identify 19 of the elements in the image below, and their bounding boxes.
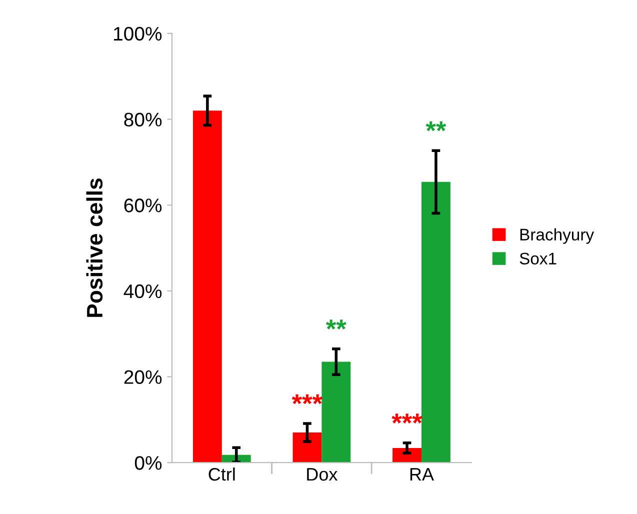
y-tick-label: 80% [124, 112, 162, 126]
x-tick-label: Dox [307, 468, 338, 481]
annotation: ** [326, 320, 346, 330]
y-tick-label: 40% [124, 284, 162, 298]
legend-label: Brachyury [520, 228, 594, 244]
legend-label: Sox1 [520, 252, 556, 264]
y-tick-label: 100% [114, 26, 162, 41]
bar [322, 362, 351, 463]
bar [392, 448, 422, 463]
y-tick-label: 20% [124, 370, 162, 384]
annotation: ** [426, 121, 446, 132]
x-tick-label: RA [410, 468, 434, 481]
y-tick-label: 0% [134, 456, 162, 470]
bar [421, 182, 450, 463]
y-tick-label: 60% [124, 198, 162, 212]
y-axis-title: Positive cells [86, 178, 103, 317]
bar [292, 432, 322, 463]
bar [192, 110, 222, 463]
x-tick-label: Ctrl [208, 467, 235, 481]
